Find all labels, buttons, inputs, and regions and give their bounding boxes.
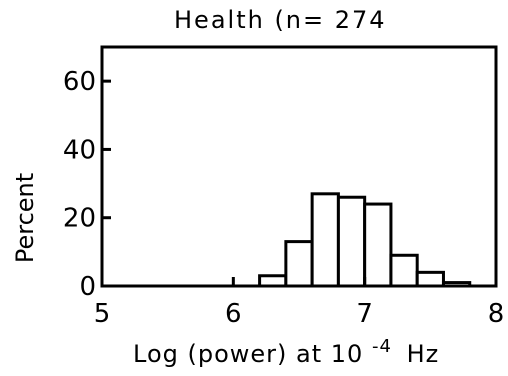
histogram-bar-5 [389, 253, 419, 288]
histogram-bar-7 [441, 281, 472, 288]
histogram-bar-0 [258, 274, 288, 288]
histogram-bar-2 [310, 192, 340, 288]
y-axis-label: Percent [11, 173, 39, 263]
x-tick-label-2: 7 [356, 299, 373, 329]
y-tick-label-3: 60 [63, 67, 96, 97]
histogram-bar-1 [284, 240, 314, 288]
x-axis-label-main: Log (power) at 10 [133, 340, 363, 368]
x-tick-label-0: 5 [94, 299, 111, 329]
y-tick-label-1: 20 [63, 204, 96, 234]
x-axis-label-superscript: -4 [372, 336, 392, 357]
histogram-bar-3 [336, 195, 367, 288]
x-axis-label: Log (power) at 10 -4 Hz [133, 330, 439, 368]
histogram-bar-4 [363, 202, 393, 288]
chart-title: Health (n= 274 [174, 6, 387, 34]
plot-area: 5 6 7 8 0 20 40 60 [63, 45, 505, 329]
x-tick-label-1: 6 [225, 299, 242, 329]
y-tick-label-2: 40 [63, 135, 96, 165]
histogram-bar-6 [415, 270, 445, 288]
x-tick-label-3: 8 [488, 299, 505, 329]
y-tick-label-0: 0 [79, 272, 96, 302]
x-axis-label-unit: Hz [407, 340, 440, 368]
